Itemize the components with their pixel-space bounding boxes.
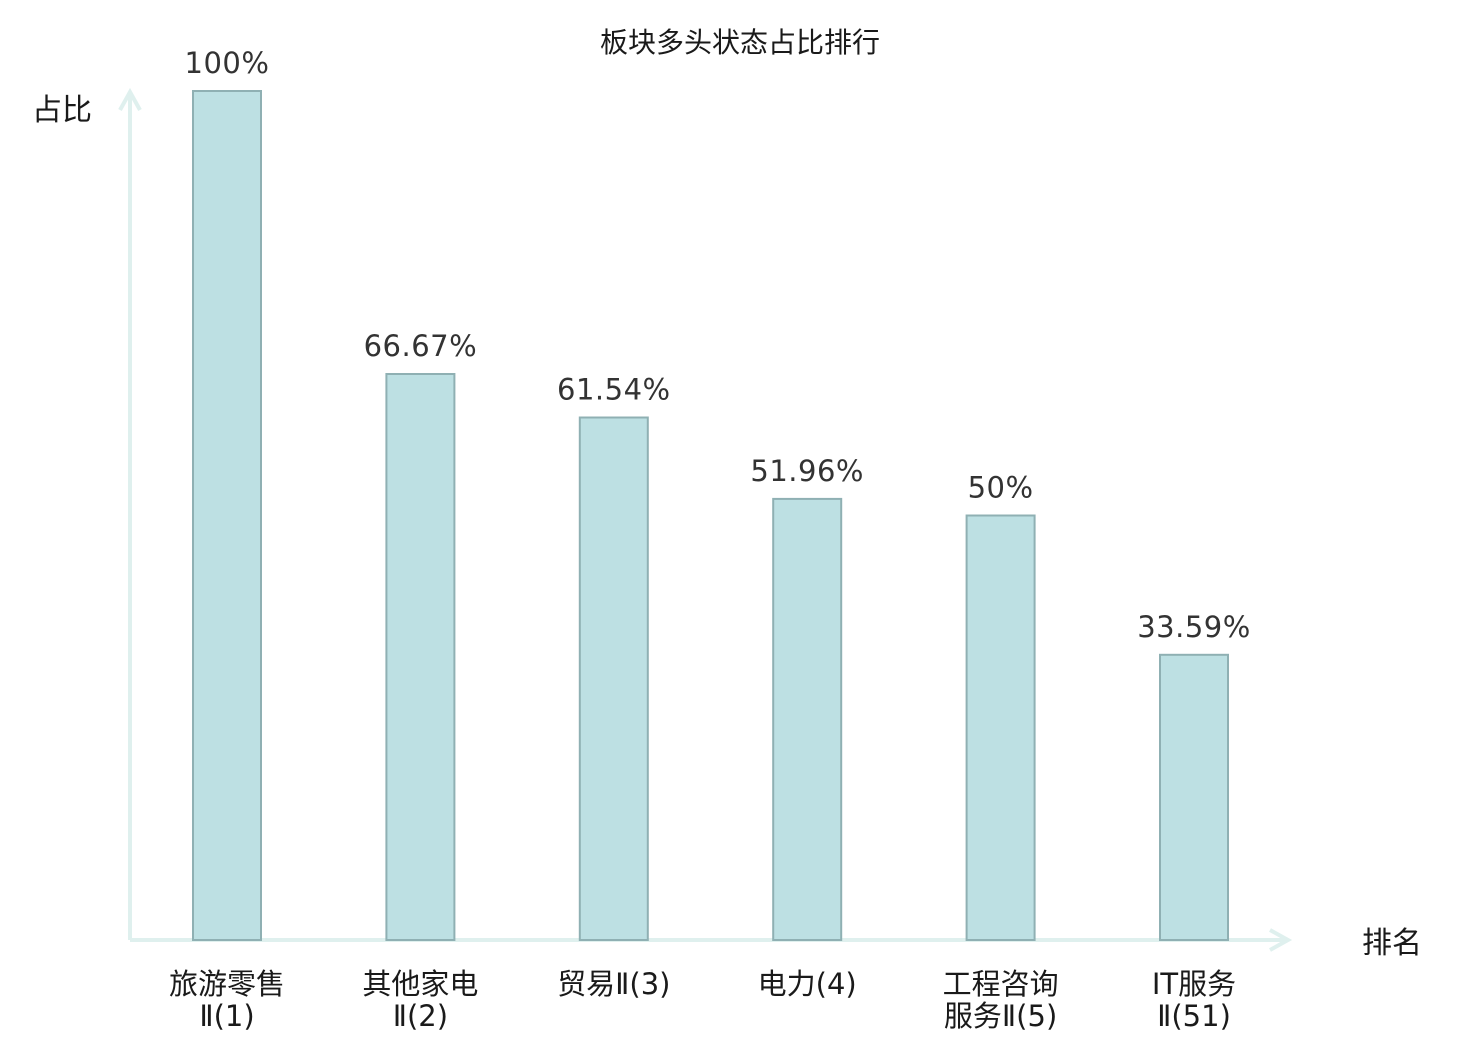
category-label-6-line-2: Ⅱ(51) bbox=[1157, 999, 1231, 1033]
value-labels-group: 100% 66.67% 61.54% 51.96% 50% 33.59% bbox=[185, 46, 1251, 644]
bar-2 bbox=[385, 373, 456, 941]
value-label-4: 51.96% bbox=[750, 454, 864, 488]
category-label-6-line-1: IT服务 bbox=[1152, 967, 1236, 1001]
bar-5 bbox=[965, 514, 1036, 941]
category-label-3-line-1: 贸易Ⅱ(3) bbox=[557, 967, 670, 1001]
chart-title: 板块多头状态占比排行 bbox=[600, 26, 880, 59]
category-label-4-line-1: 电力(4) bbox=[758, 967, 857, 1001]
x-axis-arrow bbox=[1269, 928, 1293, 952]
category-label-2-line-1: 其他家电 bbox=[362, 967, 478, 1001]
bar-3 bbox=[578, 416, 649, 941]
category-label-5-line-1: 工程咨询 bbox=[943, 967, 1059, 1001]
value-label-6: 33.59% bbox=[1137, 610, 1251, 644]
bar-6 bbox=[1159, 653, 1229, 941]
bar-1 bbox=[192, 90, 262, 941]
value-label-1: 100% bbox=[185, 46, 270, 80]
x-axis-label: 排名 bbox=[1362, 926, 1422, 961]
value-label-2: 66.67% bbox=[364, 329, 478, 363]
y-axis-arrow bbox=[118, 87, 142, 111]
category-label-5-line-2: 服务Ⅱ(5) bbox=[944, 999, 1057, 1033]
category-label-2-line-2: Ⅱ(2) bbox=[393, 999, 448, 1033]
value-label-5: 50% bbox=[968, 471, 1034, 505]
category-label-1-line-2: Ⅱ(1) bbox=[199, 999, 254, 1033]
y-axis-label: 占比 bbox=[32, 93, 92, 128]
bar-4 bbox=[772, 497, 843, 941]
bars-group bbox=[192, 90, 1229, 941]
value-label-3: 61.54% bbox=[557, 373, 671, 407]
category-label-1-line-1: 旅游零售 bbox=[169, 967, 285, 1001]
